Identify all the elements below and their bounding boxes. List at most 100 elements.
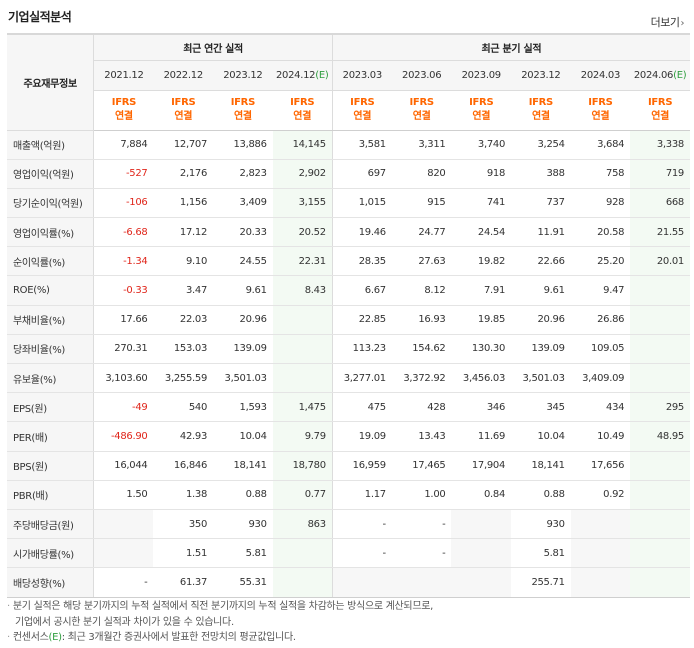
table-cell: 9.61 (511, 275, 571, 306)
footnote-1: · 분기 실적은 해당 분기까지의 누적 실적에서 직전 분기까지의 누적 실적을… (7, 601, 434, 612)
table-row: BPS(원) 16,044 16,846 18,141 18,780 16,959 17,4… (7, 451, 690, 481)
row-label: 영업이익률(%) (7, 217, 95, 248)
table-cell: 9.47 (570, 275, 631, 306)
table-cell: 3.47 (153, 275, 214, 306)
table-cell: 139.09 (511, 334, 571, 365)
section-title: 기업실적분석 (8, 10, 72, 24)
table-cell: 3,338 (630, 130, 690, 160)
row-label: 당좌비율(%) (7, 334, 95, 365)
row-label: PER(배) (7, 421, 95, 452)
table-row: EPS(원) -49 540 1,593 1,475 475 428 346 345 434 295 (7, 392, 690, 423)
table-row: 유보율(%) 3,103.60 3,255.59 3,501.03 3,277.01 3,… (7, 363, 690, 394)
table-cell: 13.43 (391, 421, 452, 452)
table-cell: 24.77 (391, 217, 452, 248)
table-cell (630, 508, 690, 540)
ifrs-label: IFRS 연결 (331, 90, 392, 131)
table-cell: 11.91 (511, 217, 571, 248)
period-header: 2023.03 (331, 60, 392, 91)
row-label: 순이익률(%) (7, 246, 95, 277)
table-cell: 1.51 (153, 538, 214, 569)
table-cell: 350 (153, 508, 214, 540)
table-cell: 7,884 (93, 130, 154, 160)
table-cell: 918 (451, 159, 512, 189)
table-cell: 139.09 (213, 334, 273, 365)
table-cell: 2,902 (272, 159, 333, 189)
table-cell: 10.04 (511, 421, 571, 452)
table-cell: 428 (391, 392, 452, 423)
table-cell: 5.81 (213, 538, 273, 569)
table-cell: 17,904 (451, 451, 512, 481)
table-cell: 48.95 (630, 421, 690, 452)
table-cell: 20.01 (630, 246, 690, 277)
row-label: 주당배당금(원) (7, 508, 95, 540)
table-cell: 17.12 (153, 217, 214, 248)
table-cell: 19.82 (451, 246, 512, 277)
table-cell: - (331, 508, 392, 540)
financial-summary-table: 주요재무정보 최근 연간 실적 최근 분기 실적 2021.12 2022.12 2… (7, 33, 690, 598)
table-cell: 27.63 (391, 246, 452, 277)
table-cell: 9.79 (272, 421, 333, 452)
table-cell: -49 (93, 392, 154, 423)
table-cell: -1.34 (93, 246, 154, 277)
table-row: PER(배) -486.90 42.93 10.04 9.79 19.09 13.43 11.… (7, 421, 690, 452)
table-cell (630, 538, 690, 569)
table-cell: 719 (630, 159, 690, 189)
table-row: 부채비율(%) 17.66 22.03 20.96 22.85 16.93 19.85 20.… (7, 304, 690, 335)
table-cell: 16,959 (331, 451, 392, 481)
table-cell: 25.20 (570, 246, 631, 277)
table-cell: 0.92 (570, 480, 631, 510)
period-header: 2023.12 (511, 60, 571, 91)
table-cell: 3,255.59 (153, 363, 214, 394)
table-row: 배당성향(%) -61.37 55.31 255.71 (7, 567, 690, 598)
table-cell: 3,409 (213, 188, 273, 219)
row-label: 매출액(억원) (7, 130, 95, 160)
ifrs-label: IFRS 연결 (511, 90, 571, 131)
table-cell: 21.55 (630, 217, 690, 248)
table-cell: 3,456.03 (451, 363, 512, 394)
table-cell (570, 567, 631, 598)
footnotes: · 분기 실적은 해당 분기까지의 누적 실적에서 직전 분기까지의 누적 실적을… (7, 599, 433, 646)
period-header: 2023.12 (213, 60, 273, 91)
table-cell: 820 (391, 159, 452, 189)
table-cell: 16,044 (93, 451, 154, 481)
table-cell (391, 567, 452, 598)
period-header-row: 2021.12 2022.12 2023.12 2024.12(E) 2023.03 20… (7, 60, 690, 91)
table-cell: 1.38 (153, 480, 214, 510)
row-label: BPS(원) (7, 451, 95, 481)
ifrs-label: IFRS 연결 (630, 90, 690, 131)
row-label: 유보율(%) (7, 363, 95, 394)
table-cell: 3,501.03 (213, 363, 273, 394)
table-cell: 12,707 (153, 130, 214, 160)
table-cell: 20.96 (213, 304, 273, 335)
table-row: ROE(%) -0.33 3.47 9.61 8.43 6.67 8.12 7.91 9.61 9… (7, 275, 690, 306)
table-body: 매출액(억원) 7,884 12,707 13,886 14,145 3,581 3,311… (7, 130, 690, 598)
row-label: 당기순이익(억원) (7, 188, 95, 219)
chevron-right-icon: › (680, 18, 685, 29)
table-cell: 3,103.60 (93, 363, 154, 394)
table-cell (630, 480, 690, 510)
table-row: 영업이익률(%) -6.68 17.12 20.33 20.52 19.46 24.77 24… (7, 217, 690, 248)
table-cell: 737 (511, 188, 571, 219)
row-header-label: 주요재무정보 (7, 33, 95, 131)
table-row: 영업이익(억원) -527 2,176 2,823 2,902 697 820 918 388 7… (7, 159, 690, 189)
table-cell: 18,141 (213, 451, 273, 481)
table-cell: 3,155 (272, 188, 333, 219)
table-cell: 295 (630, 392, 690, 423)
table-cell: 1,156 (153, 188, 214, 219)
table-cell (451, 567, 512, 598)
more-link[interactable]: 더보기› (651, 14, 685, 30)
table-cell: -106 (93, 188, 154, 219)
table-cell: 22.03 (153, 304, 214, 335)
table-cell: 22.66 (511, 246, 571, 277)
table-cell: 697 (331, 159, 392, 189)
table-cell: 668 (630, 188, 690, 219)
row-label: PBR(배) (7, 480, 95, 510)
table-cell: - (391, 538, 452, 569)
table-cell: 20.52 (272, 217, 333, 248)
table-cell: 154.62 (391, 334, 452, 365)
table-cell (570, 508, 631, 540)
table-cell: 17.66 (93, 304, 154, 335)
table-cell: 7.91 (451, 275, 512, 306)
table-row: PBR(배) 1.50 1.38 0.88 0.77 1.17 1.00 0.84 0.88 0.… (7, 480, 690, 510)
table-cell: 20.96 (511, 304, 571, 335)
